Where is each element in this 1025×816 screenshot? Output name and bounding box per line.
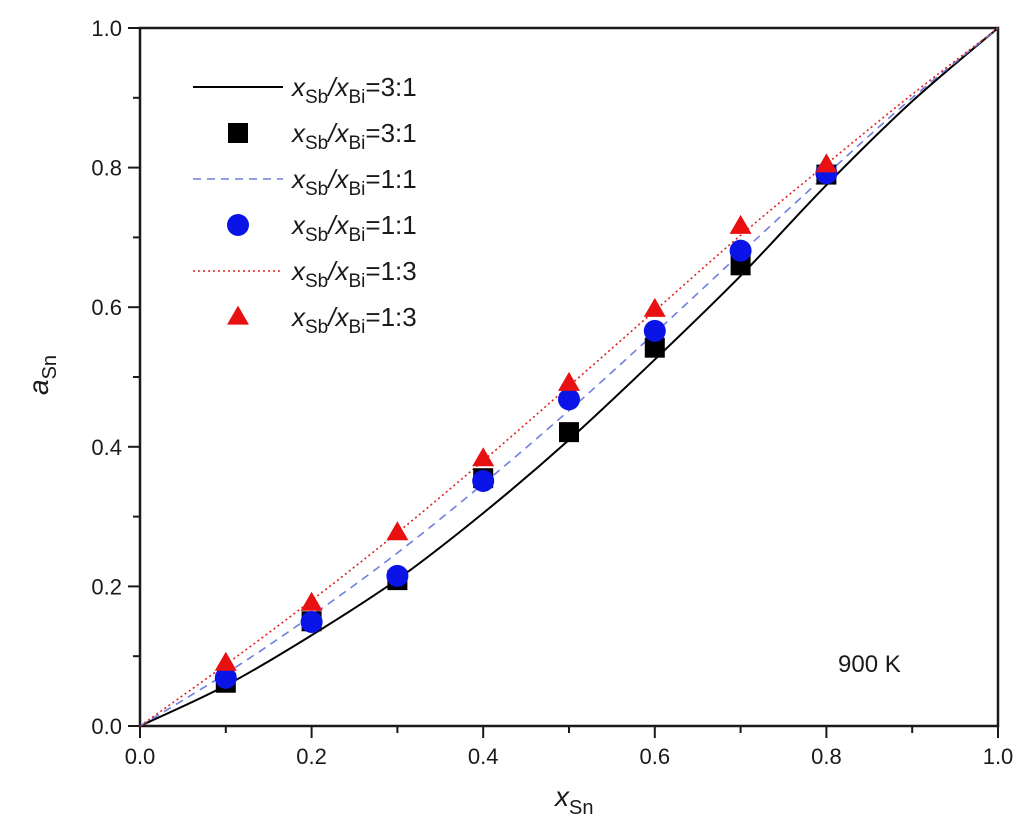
x-tick-label: 0.2 bbox=[296, 744, 327, 769]
legend: xSb/xBi=3:1 xSb/xBi=3:1 xSb/xBi=1:1 xSb/xBi… bbox=[193, 72, 417, 338]
triangle-marker bbox=[815, 153, 838, 173]
square-marker bbox=[559, 422, 579, 443]
triangle-marker bbox=[214, 651, 237, 671]
circle-marker bbox=[300, 610, 323, 633]
legend-label: xSb/xBi=3:1 bbox=[290, 118, 417, 154]
temperature-annotation: 900 K bbox=[838, 651, 901, 678]
circle-marker bbox=[472, 470, 495, 493]
series-markers bbox=[214, 153, 838, 693]
triangle-marker bbox=[386, 521, 409, 541]
circle-marker bbox=[214, 666, 237, 689]
circle-marker bbox=[729, 239, 752, 262]
triangle-marker bbox=[472, 447, 495, 467]
y-axis-title: aSn bbox=[23, 355, 61, 395]
x-tick-label: 0.8 bbox=[811, 744, 842, 769]
square-marker bbox=[644, 337, 665, 358]
legend-item: xSb/xBi=1:1 bbox=[193, 164, 417, 200]
triangle-marker bbox=[643, 297, 666, 317]
legend-label: xSb/xBi=1:3 bbox=[290, 256, 417, 292]
y-tick-label: 0.0 bbox=[91, 714, 122, 739]
x-axis-ticks: 0.0 0.2 0.4 0.6 0.8 1.0 bbox=[125, 726, 1014, 769]
legend-item: xSb/xBi=3:1 bbox=[193, 72, 417, 108]
y-tick-label: 1.0 bbox=[91, 16, 122, 41]
triangle-marker bbox=[558, 371, 580, 391]
triangle-marker bbox=[729, 214, 752, 234]
x-tick-label: 0.6 bbox=[640, 744, 671, 769]
legend-item: xSb/xBi=1:3 bbox=[193, 256, 417, 292]
legend-item: xSb/xBi=1:1 bbox=[227, 210, 417, 246]
circle-marker bbox=[558, 388, 580, 411]
legend-item: xSb/xBi=1:3 bbox=[227, 302, 417, 338]
legend-label: xSb/xBi=1:1 bbox=[290, 210, 417, 246]
circle-marker bbox=[386, 564, 409, 587]
triangle-marker bbox=[227, 305, 249, 325]
legend-label: xSb/xBi=3:1 bbox=[290, 72, 417, 108]
y-tick-label: 0.6 bbox=[91, 295, 122, 320]
y-tick-label: 0.8 bbox=[91, 156, 122, 181]
x-tick-label: 0.0 bbox=[125, 744, 156, 769]
y-axis-ticks: 0.0 0.2 0.4 0.6 0.8 1.0 bbox=[91, 16, 140, 739]
triangle-marker bbox=[300, 591, 323, 611]
x-axis-title: xSn bbox=[553, 781, 593, 816]
legend-label: xSb/xBi=1:3 bbox=[290, 302, 417, 338]
circle-marker bbox=[643, 319, 666, 342]
x-tick-label: 1.0 bbox=[983, 744, 1014, 769]
series-line-dotted bbox=[139, 27, 999, 727]
circle-marker bbox=[227, 214, 249, 236]
square-marker bbox=[228, 123, 248, 143]
series-line-dashed bbox=[139, 27, 999, 727]
x-tick-label: 0.4 bbox=[468, 744, 499, 769]
legend-item: xSb/xBi=3:1 bbox=[228, 118, 417, 154]
legend-label: xSb/xBi=1:1 bbox=[290, 164, 417, 200]
y-tick-label: 0.4 bbox=[91, 435, 122, 460]
y-tick-label: 0.2 bbox=[91, 574, 122, 599]
